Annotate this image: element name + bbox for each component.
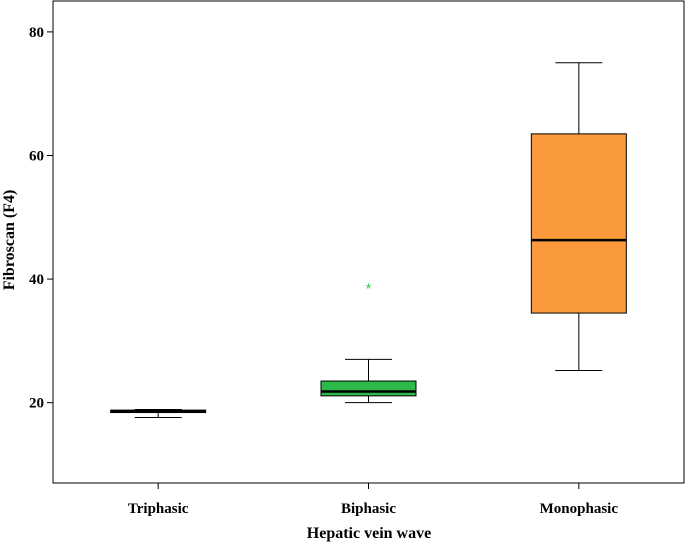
- y-axis: 20 40 60 80: [29, 25, 53, 412]
- y-tick-label: 20: [29, 396, 44, 412]
- outlier-marker: *: [366, 280, 372, 297]
- x-axis-title: Hepatic vein wave: [307, 525, 431, 542]
- y-tick-label: 40: [29, 272, 44, 288]
- x-tick-label: Triphasic: [128, 501, 189, 517]
- y-axis-title: Fibroscan (F4): [1, 190, 18, 291]
- box-triphasic: [110, 408, 207, 418]
- box-biphasic: *: [320, 280, 417, 404]
- box-series: *: [110, 62, 627, 418]
- x-tick-label: Monophasic: [540, 501, 619, 517]
- iqr-box: [530, 133, 627, 314]
- y-tick-label: 80: [29, 25, 44, 41]
- x-tick-label: Biphasic: [341, 501, 396, 517]
- box-monophasic: [530, 62, 627, 372]
- x-axis: Triphasic Biphasic Monophasic: [128, 483, 618, 517]
- y-tick-label: 60: [29, 148, 44, 164]
- iqr-box: [320, 380, 417, 397]
